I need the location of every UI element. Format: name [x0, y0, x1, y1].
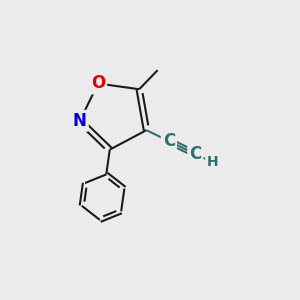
Text: H: H — [207, 155, 218, 170]
Text: O: O — [91, 74, 105, 92]
Text: C: C — [189, 145, 202, 163]
Text: N: N — [73, 112, 87, 130]
Text: C: C — [163, 132, 175, 150]
